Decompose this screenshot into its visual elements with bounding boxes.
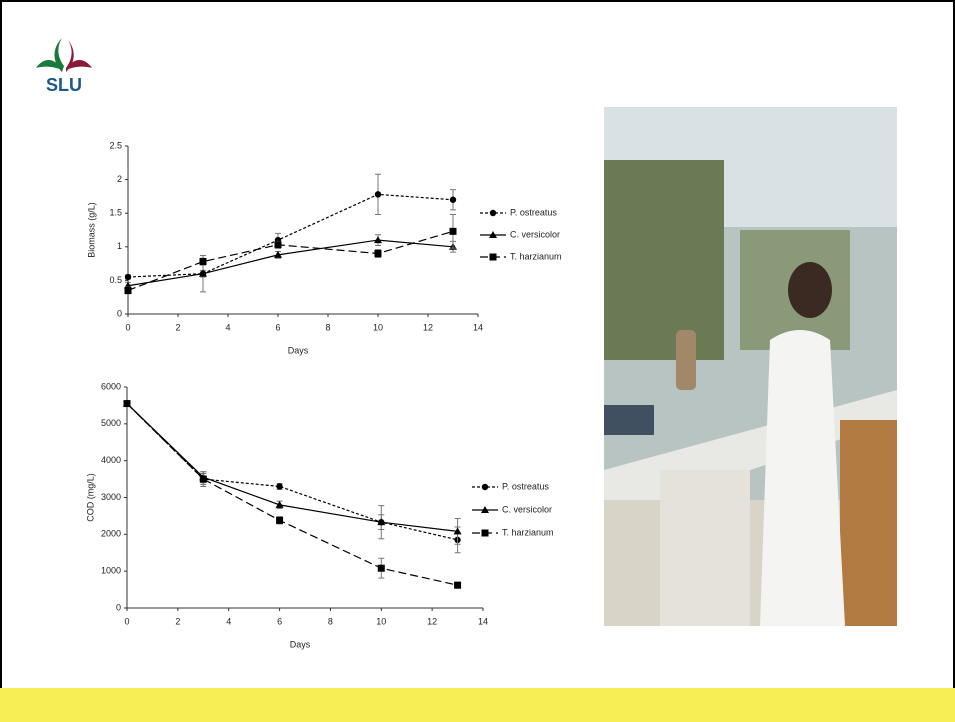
marker (275, 500, 284, 508)
marker (374, 236, 382, 244)
x-tick-label: 4 (225, 322, 230, 332)
x-tick-label: 14 (473, 322, 483, 332)
marker (481, 483, 489, 491)
legend-label: T. harzianum (502, 527, 554, 537)
y-tick-label: 2000 (101, 529, 121, 539)
legend-label: C. versicolor (510, 229, 560, 239)
marker (276, 516, 284, 524)
x-axis-label: Days (288, 345, 309, 355)
y-tick-label: 2.5 (109, 140, 122, 150)
y-tick-label: 5000 (101, 418, 121, 428)
x-axis-label: Days (290, 639, 311, 649)
x-tick-label: 2 (175, 616, 180, 626)
marker (374, 250, 382, 258)
marker (489, 209, 497, 217)
x-tick-label: 6 (277, 616, 282, 626)
x-tick-label: 12 (427, 616, 437, 626)
marker (377, 564, 385, 572)
legend-label: T. harzianum (510, 251, 562, 261)
x-tick-label: 8 (325, 322, 330, 332)
y-tick-label: 1 (117, 241, 122, 251)
y-tick-label: 3000 (101, 492, 121, 502)
y-tick-label: 1.5 (109, 208, 122, 218)
x-tick-label: 0 (124, 616, 129, 626)
marker (124, 273, 132, 281)
x-tick-label: 0 (125, 322, 130, 332)
marker (453, 527, 462, 535)
x-tick-label: 2 (175, 322, 180, 332)
marker (124, 286, 132, 294)
marker (481, 529, 489, 537)
marker (274, 241, 282, 249)
logo: SLU (36, 38, 92, 95)
y-tick-label: 4000 (101, 455, 121, 465)
y-tick-label: 2 (117, 174, 122, 184)
marker (199, 258, 207, 266)
marker (449, 227, 457, 235)
marker (123, 400, 131, 408)
marker (489, 253, 497, 261)
marker (274, 250, 282, 258)
marker (377, 518, 386, 526)
y-tick-label: 1000 (101, 566, 121, 576)
x-tick-label: 10 (376, 616, 386, 626)
y-tick-label: 0 (116, 602, 121, 612)
legend-label: C. versicolor (502, 504, 552, 514)
marker (199, 475, 207, 483)
marker (199, 269, 207, 277)
marker (489, 231, 497, 238)
footer-bar (0, 688, 955, 722)
x-tick-label: 12 (423, 322, 433, 332)
y-axis-label: Biomass (g/L) (86, 202, 96, 258)
legend-label: P. ostreatus (502, 481, 549, 491)
marker (454, 581, 462, 589)
y-axis-label: COD (mg/L) (85, 473, 95, 522)
marker (481, 506, 489, 513)
legend-label: P. ostreatus (510, 207, 557, 217)
x-tick-label: 4 (226, 616, 231, 626)
marker (276, 483, 283, 490)
series-line (126, 403, 458, 541)
marker (374, 191, 382, 198)
x-tick-label: 14 (478, 616, 488, 626)
x-tick-label: 8 (328, 616, 333, 626)
x-tick-label: 10 (373, 322, 383, 332)
marker (449, 196, 457, 203)
y-tick-label: 0.5 (109, 275, 122, 285)
x-tick-label: 6 (275, 322, 280, 332)
y-tick-label: 0 (117, 308, 122, 318)
y-tick-label: 6000 (101, 381, 121, 391)
logo-text: SLU (46, 75, 82, 95)
photo (604, 107, 897, 626)
